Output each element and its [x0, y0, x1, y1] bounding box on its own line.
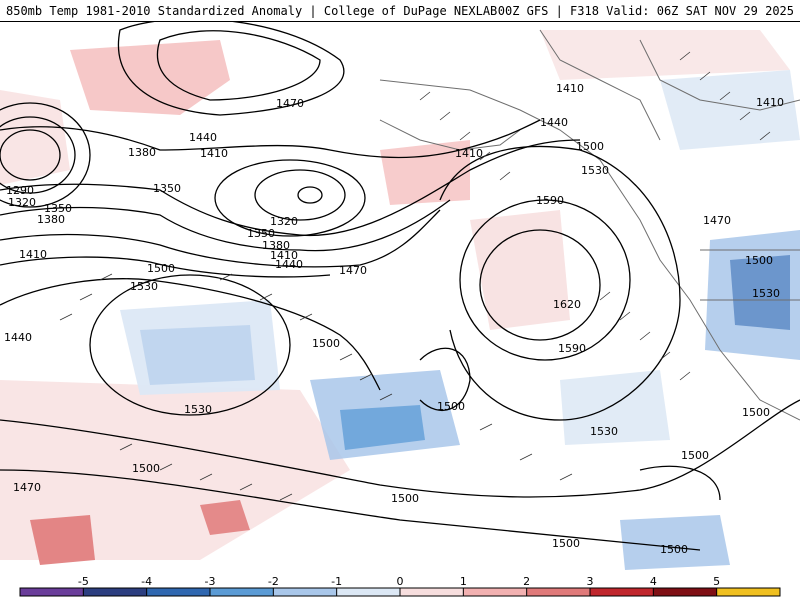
contour-label: 1470	[13, 481, 41, 494]
wind-barbs	[59, 51, 771, 501]
contour-label: 1500	[660, 543, 688, 556]
contour-label: 1380	[262, 239, 290, 252]
colorbar-segment	[526, 588, 591, 596]
contour-label: 1470	[703, 214, 731, 227]
colorbar-segment	[210, 588, 274, 596]
contour-label: 1530	[581, 164, 609, 177]
contour-label: 1440	[275, 258, 303, 271]
colorbar-tick-label: 3	[587, 575, 594, 588]
colorbar-tick-label: 1	[460, 575, 467, 588]
colorbar-tick-label: 2	[523, 575, 530, 588]
contour-label: 1500	[552, 537, 580, 550]
header-title-right: 00Z GFS | F318 Valid: 06Z SAT NOV 29 202…	[497, 3, 794, 18]
colorbar-segment	[463, 588, 528, 596]
contour-label: 1410	[200, 147, 228, 160]
contour-label: 1590	[558, 342, 586, 355]
contour-label: 1320	[8, 196, 36, 209]
colorbar-tick-label: 5	[713, 575, 720, 588]
contour-label: 1500	[147, 262, 175, 275]
colorbar-segment	[20, 588, 84, 596]
contour-label: 1440	[540, 116, 568, 129]
contour-label: 1470	[276, 97, 304, 110]
anomaly-colorbar: -5 -4 -3 -2 -1 0 1 2 3 4 5	[0, 574, 800, 600]
contour-label: 1350	[247, 227, 275, 240]
colorbar-segment	[273, 588, 338, 596]
contour-label: 1410	[19, 248, 47, 261]
contour-label: 1500	[576, 140, 604, 153]
contour-label: 1320	[270, 215, 298, 228]
contour-label: 1440	[189, 131, 217, 144]
contour-label: 1470	[339, 264, 367, 277]
height-contours	[0, 22, 800, 551]
colorbar-segment	[336, 588, 401, 596]
contour-label: 1500	[437, 400, 465, 413]
contour-label: 1410	[556, 82, 584, 95]
contour-label: 1380	[37, 213, 65, 226]
contour-label: 1500	[312, 337, 340, 350]
contour-label: 1410	[455, 147, 483, 160]
contour-label: 1410	[270, 249, 298, 262]
contour-label: 1350	[153, 182, 181, 195]
contour-label: 1380	[128, 146, 156, 159]
contour-label: 1590	[536, 194, 564, 207]
colorbar-ticks: -5 -4 -3 -2 -1 0 1 2 3 4 5	[78, 575, 720, 596]
colorbar-tick-label: -4	[141, 575, 152, 588]
colorbar-tick-label: -5	[78, 575, 89, 588]
header-bar: 850mb Temp 1981-2010 Standardized Anomal…	[0, 0, 800, 22]
colorbar-tick-label: 4	[650, 575, 657, 588]
anomaly-map: 1470 1440 1410 1380 1350 1320 1290 1320 …	[0, 22, 800, 574]
contour-label: 1500	[132, 462, 160, 475]
colorbar-segment	[146, 588, 211, 596]
colorbar-segment	[653, 588, 718, 596]
colorbar-tick-label: -1	[331, 575, 342, 588]
colorbar-tick-label: -3	[205, 575, 216, 588]
contour-label: 1530	[590, 425, 618, 438]
header-title-left: 850mb Temp 1981-2010 Standardized Anomal…	[6, 3, 498, 18]
colorbar-segment	[83, 588, 148, 596]
contour-label: 1350	[44, 202, 72, 215]
anomaly-shading	[0, 30, 800, 570]
contour-label: 1440	[4, 331, 32, 344]
contour-label: 1500	[391, 492, 419, 505]
colorbar-tick-label: -2	[268, 575, 279, 588]
colorbar-segment	[590, 588, 654, 596]
contour-label: 1290	[6, 184, 34, 197]
contour-label: 1500	[742, 406, 770, 419]
contour-label: 1620	[553, 298, 581, 311]
contour-labels: 1470 1440 1410 1380 1350 1320 1290 1320 …	[4, 82, 784, 556]
colorbar-tick-label: 0	[397, 575, 404, 588]
colorbar-segment	[716, 588, 781, 596]
contour-label: 1410	[756, 96, 784, 109]
contour-label: 1500	[745, 254, 773, 267]
contour-label: 1530	[752, 287, 780, 300]
colorbar-segment	[400, 588, 464, 596]
contour-label: 1500	[681, 449, 709, 462]
contour-label: 1530	[184, 403, 212, 416]
contour-label: 1530	[130, 280, 158, 293]
